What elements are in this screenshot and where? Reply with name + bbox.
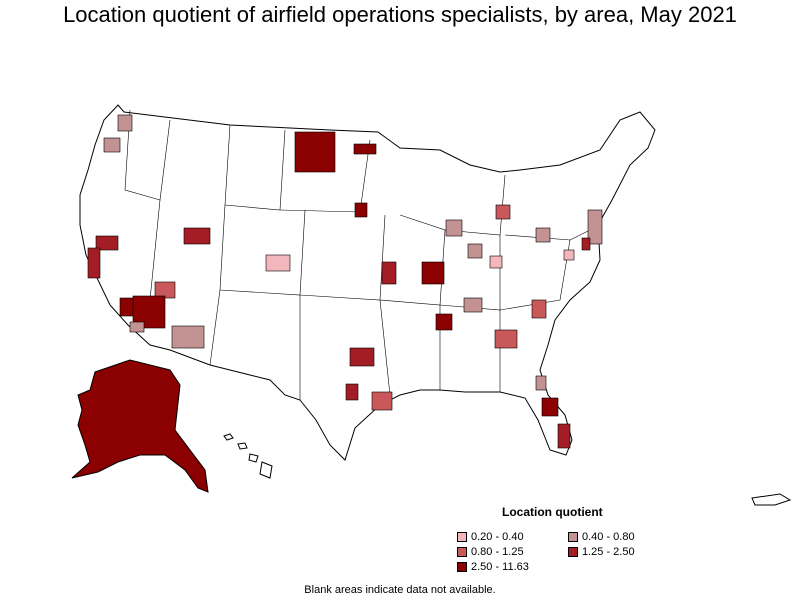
area-ca-coast — [87, 247, 101, 279]
legend-swatch-4 — [568, 547, 578, 557]
legend-item-5: 2.50 - 11.63 — [457, 561, 529, 573]
area-tennessee — [463, 297, 483, 313]
area-georgia — [494, 329, 518, 349]
area-minnesota — [354, 202, 368, 218]
alaska-outline — [71, 359, 209, 493]
area-jacksonville — [535, 375, 547, 391]
map-title: Location quotient of airfield operations… — [63, 2, 737, 27]
legend-swatch-1 — [457, 532, 467, 542]
legend-label-1: 0.20 - 0.40 — [471, 531, 524, 543]
legend-item-3: 0.80 - 1.25 — [457, 546, 524, 558]
area-indiana — [467, 243, 483, 259]
area-va — [563, 249, 575, 261]
area-pa — [535, 227, 551, 243]
area-missouri — [421, 261, 445, 285]
area-ca-north — [95, 235, 119, 251]
footnote: Blank areas indicate data not available. — [304, 584, 496, 596]
area-washington — [117, 114, 133, 132]
area-memphis — [435, 313, 453, 331]
area-oregon — [103, 137, 121, 153]
area-boundaries — [124, 109, 601, 400]
area-oklahoma — [349, 347, 375, 367]
legend-title: Location quotient — [502, 505, 603, 519]
area-las-vegas — [154, 281, 176, 299]
area-tucson — [171, 325, 205, 349]
legend-label-4: 1.25 - 2.50 — [582, 546, 635, 558]
legend-swatch-3 — [457, 547, 467, 557]
legend-item-4: 1.25 - 2.50 — [568, 546, 635, 558]
legend-label-2: 0.40 - 0.80 — [582, 531, 635, 543]
area-colorado — [265, 254, 291, 272]
area-md — [581, 237, 591, 251]
area-north-dakota — [294, 131, 336, 173]
legend-swatch-2 — [568, 532, 578, 542]
area-idaho — [183, 227, 211, 245]
area-houston — [371, 391, 393, 411]
contiguous-us-outline — [79, 104, 656, 461]
legend-item-2: 0.40 - 0.80 — [568, 531, 635, 543]
area-texas-central — [345, 383, 359, 401]
area-nc — [531, 299, 547, 319]
legend-label-3: 0.80 - 1.25 — [471, 546, 524, 558]
area-michigan — [495, 204, 511, 220]
area-ny-nj — [587, 209, 603, 245]
legend-item-1: 0.20 - 0.40 — [457, 531, 524, 543]
area-illinois — [445, 219, 463, 237]
area-arizona — [132, 295, 166, 329]
legend-label-5: 2.50 - 11.63 — [471, 561, 529, 573]
puerto-rico-outline — [751, 493, 792, 506]
lq-areas — [87, 114, 603, 449]
area-grand-forks — [353, 143, 377, 155]
area-ohio — [489, 255, 503, 269]
area-florida-east — [541, 397, 559, 417]
area-florida-south — [557, 423, 571, 449]
area-kansas — [381, 261, 397, 285]
hawaii-islands — [223, 433, 273, 479]
area-yuma — [129, 321, 145, 333]
legend-swatch-5 — [457, 562, 467, 572]
